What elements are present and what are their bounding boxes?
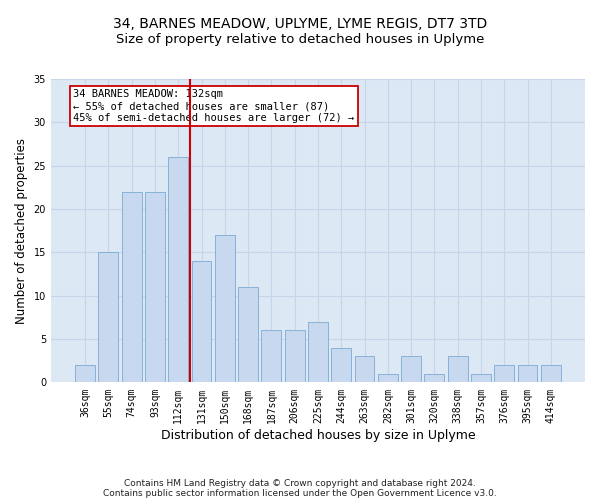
Bar [378, 374, 398, 382]
Bar [75, 365, 95, 382]
Bar [215, 235, 235, 382]
Text: Contains public sector information licensed under the Open Government Licence v3: Contains public sector information licen… [103, 488, 497, 498]
Bar [98, 252, 118, 382]
X-axis label: Distribution of detached houses by size in Uplyme: Distribution of detached houses by size … [161, 430, 475, 442]
Text: 34, BARNES MEADOW, UPLYME, LYME REGIS, DT7 3TD: 34, BARNES MEADOW, UPLYME, LYME REGIS, D… [113, 18, 487, 32]
Bar [401, 356, 421, 382]
Bar [541, 365, 561, 382]
Bar [308, 322, 328, 382]
Text: Contains HM Land Registry data © Crown copyright and database right 2024.: Contains HM Land Registry data © Crown c… [124, 478, 476, 488]
Bar [355, 356, 374, 382]
Bar [191, 261, 211, 382]
Bar [145, 192, 165, 382]
Bar [238, 287, 258, 382]
Y-axis label: Number of detached properties: Number of detached properties [15, 138, 28, 324]
Bar [285, 330, 305, 382]
Bar [518, 365, 538, 382]
Text: 34 BARNES MEADOW: 132sqm
← 55% of detached houses are smaller (87)
45% of semi-d: 34 BARNES MEADOW: 132sqm ← 55% of detach… [73, 90, 355, 122]
Bar [262, 330, 281, 382]
Bar [494, 365, 514, 382]
Text: Size of property relative to detached houses in Uplyme: Size of property relative to detached ho… [116, 32, 484, 46]
Bar [122, 192, 142, 382]
Bar [471, 374, 491, 382]
Bar [448, 356, 467, 382]
Bar [331, 348, 351, 382]
Bar [424, 374, 444, 382]
Bar [169, 157, 188, 382]
